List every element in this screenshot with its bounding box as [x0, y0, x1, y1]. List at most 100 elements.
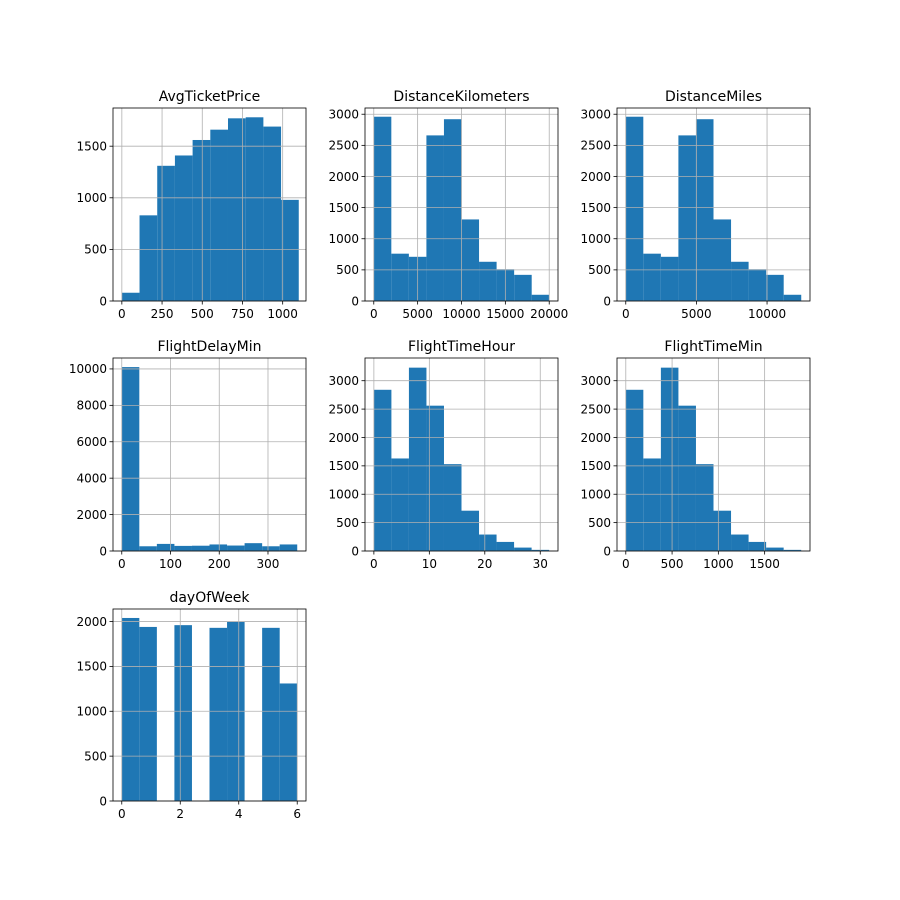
histogram-bar — [731, 534, 749, 551]
y-tick-label: 0 — [99, 794, 107, 808]
y-tick-label: 0 — [351, 544, 359, 558]
histogram-bar — [514, 547, 532, 551]
y-tick-label: 1500 — [328, 459, 359, 473]
histogram-bar — [678, 405, 696, 551]
y-tick-label: 10000 — [69, 362, 107, 376]
y-tick-label: 0 — [99, 544, 107, 558]
histogram-bar — [625, 389, 644, 551]
x-tick-label: 6 — [293, 807, 301, 821]
y-tick-label: 2500 — [580, 139, 611, 153]
x-tick-label: 4 — [235, 807, 243, 821]
histogram-bar — [748, 269, 767, 301]
y-tick-label: 1000 — [328, 232, 359, 246]
axes-frame — [112, 608, 307, 802]
histogram-bar — [713, 510, 732, 551]
y-tick-label: 3000 — [328, 374, 359, 388]
y-tick-label: 1500 — [76, 660, 107, 674]
histogram-bar — [279, 544, 298, 551]
histogram-bar — [408, 367, 427, 551]
histogram-bar — [783, 294, 802, 301]
x-tick-label: 5000 — [681, 307, 712, 321]
histogram-bar — [262, 627, 280, 801]
y-tick-label: 3000 — [580, 108, 611, 122]
y-tick-label: 2000 — [580, 170, 611, 184]
x-tick-label: 0 — [622, 307, 630, 321]
histogram-bar — [121, 292, 140, 301]
subplot-avgticketprice: 0 250 500 750 1000 0 500 1000 1500 AvgTicketPrice — [76, 89, 307, 321]
subplot-title: dayOfWeek — [169, 590, 250, 606]
histogram-bar — [281, 199, 299, 301]
histogram-bar — [174, 155, 193, 301]
axes-frame — [112, 357, 307, 552]
histogram-bar — [461, 219, 480, 301]
y-tick-label: 4000 — [76, 471, 107, 485]
histogram-bar — [209, 544, 228, 551]
x-tick-label: 10000 — [748, 307, 786, 321]
x-tick-label: 10000 — [442, 307, 480, 321]
x-tick-label: 5000 — [402, 307, 433, 321]
histogram-bar — [514, 274, 532, 301]
histogram-bar — [174, 625, 192, 801]
y-tick-label: 500 — [336, 516, 359, 530]
y-tick-label: 6000 — [76, 435, 107, 449]
subplot-title: FlightTimeHour — [408, 339, 515, 355]
subplot-title: FlightDelayMin — [157, 339, 261, 355]
histogram-bar — [625, 116, 644, 301]
histogram-bar — [479, 261, 497, 301]
y-tick-label: 1000 — [328, 488, 359, 502]
histogram-bar — [643, 458, 661, 551]
histogram-bar — [121, 617, 140, 801]
y-tick-label: 2500 — [580, 402, 611, 416]
histogram-bar — [209, 627, 228, 801]
subplot-distancemiles: 0 5000 10000 0 500 1000 1500 2000 2500 3000 Distan… — [580, 89, 811, 321]
y-tick-label: 500 — [588, 516, 611, 530]
y-tick-label: 1500 — [328, 201, 359, 215]
y-tick-label: 3000 — [328, 108, 359, 122]
histogram-bar — [695, 464, 714, 551]
y-tick-label: 500 — [336, 263, 359, 277]
histogram-bar — [156, 543, 175, 551]
histogram-bar — [783, 549, 802, 551]
y-tick-label: 1500 — [580, 201, 611, 215]
histogram-bar — [426, 135, 444, 301]
y-tick-label: 0 — [603, 294, 611, 308]
subplot-title: FlightTimeMin — [664, 339, 762, 355]
histogram-bar — [279, 683, 298, 801]
histogram-bar — [121, 367, 140, 551]
x-tick-label: 0 — [622, 557, 630, 571]
subplot-flighttimehour: 0 10 20 30 0 500 1000 1500 2000 2500 3000 FlightTim… — [328, 339, 559, 571]
subplot-flighttimemin: 0 500 1000 1500 0 500 1000 1500 2000 2500 3000 Flig… — [580, 339, 811, 571]
x-tick-label: 500 — [191, 307, 214, 321]
x-tick-label: 1500 — [749, 557, 780, 571]
histogram-bar — [496, 541, 515, 551]
x-tick-label: 1000 — [267, 307, 298, 321]
y-tick-label: 2500 — [328, 402, 359, 416]
histogram-bar — [766, 547, 784, 551]
x-tick-label: 0 — [118, 557, 126, 571]
y-tick-label: 0 — [603, 544, 611, 558]
x-tick-label: 15000 — [486, 307, 524, 321]
histogram-bar — [174, 545, 192, 551]
histogram-bar — [157, 165, 175, 301]
subplot-title: DistanceMiles — [665, 89, 762, 105]
y-tick-label: 2500 — [328, 139, 359, 153]
y-tick-label: 2000 — [76, 508, 107, 522]
histogram-bar — [192, 139, 211, 301]
y-tick-label: 2000 — [580, 431, 611, 445]
subplot-distancekilometers: 0 5000 10000 15000 20000 0 500 1000 1500 2000 2500… — [328, 89, 568, 321]
histogram-bar — [391, 253, 409, 301]
y-tick-label: 1000 — [580, 488, 611, 502]
histogram-bar — [479, 534, 497, 551]
y-tick-label: 1500 — [76, 139, 107, 153]
histogram-bar — [244, 543, 263, 551]
axes-frame — [364, 357, 559, 552]
x-tick-label: 250 — [151, 307, 174, 321]
histogram-bar — [139, 215, 158, 301]
histogram-bar — [426, 405, 444, 551]
y-tick-label: 1000 — [76, 705, 107, 719]
histogram-bar — [660, 256, 679, 301]
histogram-bar — [748, 541, 767, 551]
x-tick-label: 0 — [118, 307, 126, 321]
y-tick-label: 0 — [99, 294, 107, 308]
